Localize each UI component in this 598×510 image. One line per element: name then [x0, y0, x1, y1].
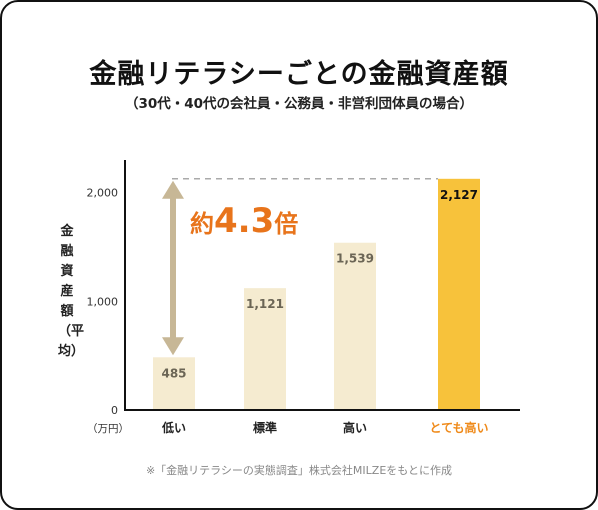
y-unit-label: （万円） [87, 423, 129, 435]
bar [334, 242, 376, 410]
y-tick-label: 1,000 [87, 295, 119, 308]
data-label: 2,127 [440, 188, 478, 202]
bar [438, 178, 480, 410]
y-tick-label: 2,000 [87, 187, 119, 200]
source-note: ※「金融リテラシーの実態調査」株式会社MILZEをもとに作成 [145, 464, 453, 477]
arrow-head-down [162, 337, 184, 356]
data-label: 1,121 [246, 297, 284, 311]
bar [244, 288, 286, 410]
x-tick-label: 高い [343, 420, 367, 435]
data-label: 1,539 [336, 252, 374, 266]
x-tick-label: 低い [161, 420, 186, 435]
ratio-suffix: 倍 [274, 210, 298, 238]
x-tick-label: 標準 [253, 420, 277, 435]
bar [153, 357, 195, 410]
chart-title: 金融リテラシーごとの金融資産額 [89, 59, 509, 90]
arrow-head-up [162, 180, 184, 199]
x-tick-label: とても高い [429, 420, 488, 435]
ratio-number: 4.3 [214, 201, 274, 241]
ratio-prefix: 約 [190, 210, 214, 238]
y-tick-label: 0 [111, 404, 118, 417]
ratio-annotation: 約4.3倍 [190, 201, 298, 241]
data-label: 485 [161, 366, 186, 380]
chart-subtitle: （30代・40代の会社員・公務員・非営利団体員の場合） [124, 96, 474, 112]
